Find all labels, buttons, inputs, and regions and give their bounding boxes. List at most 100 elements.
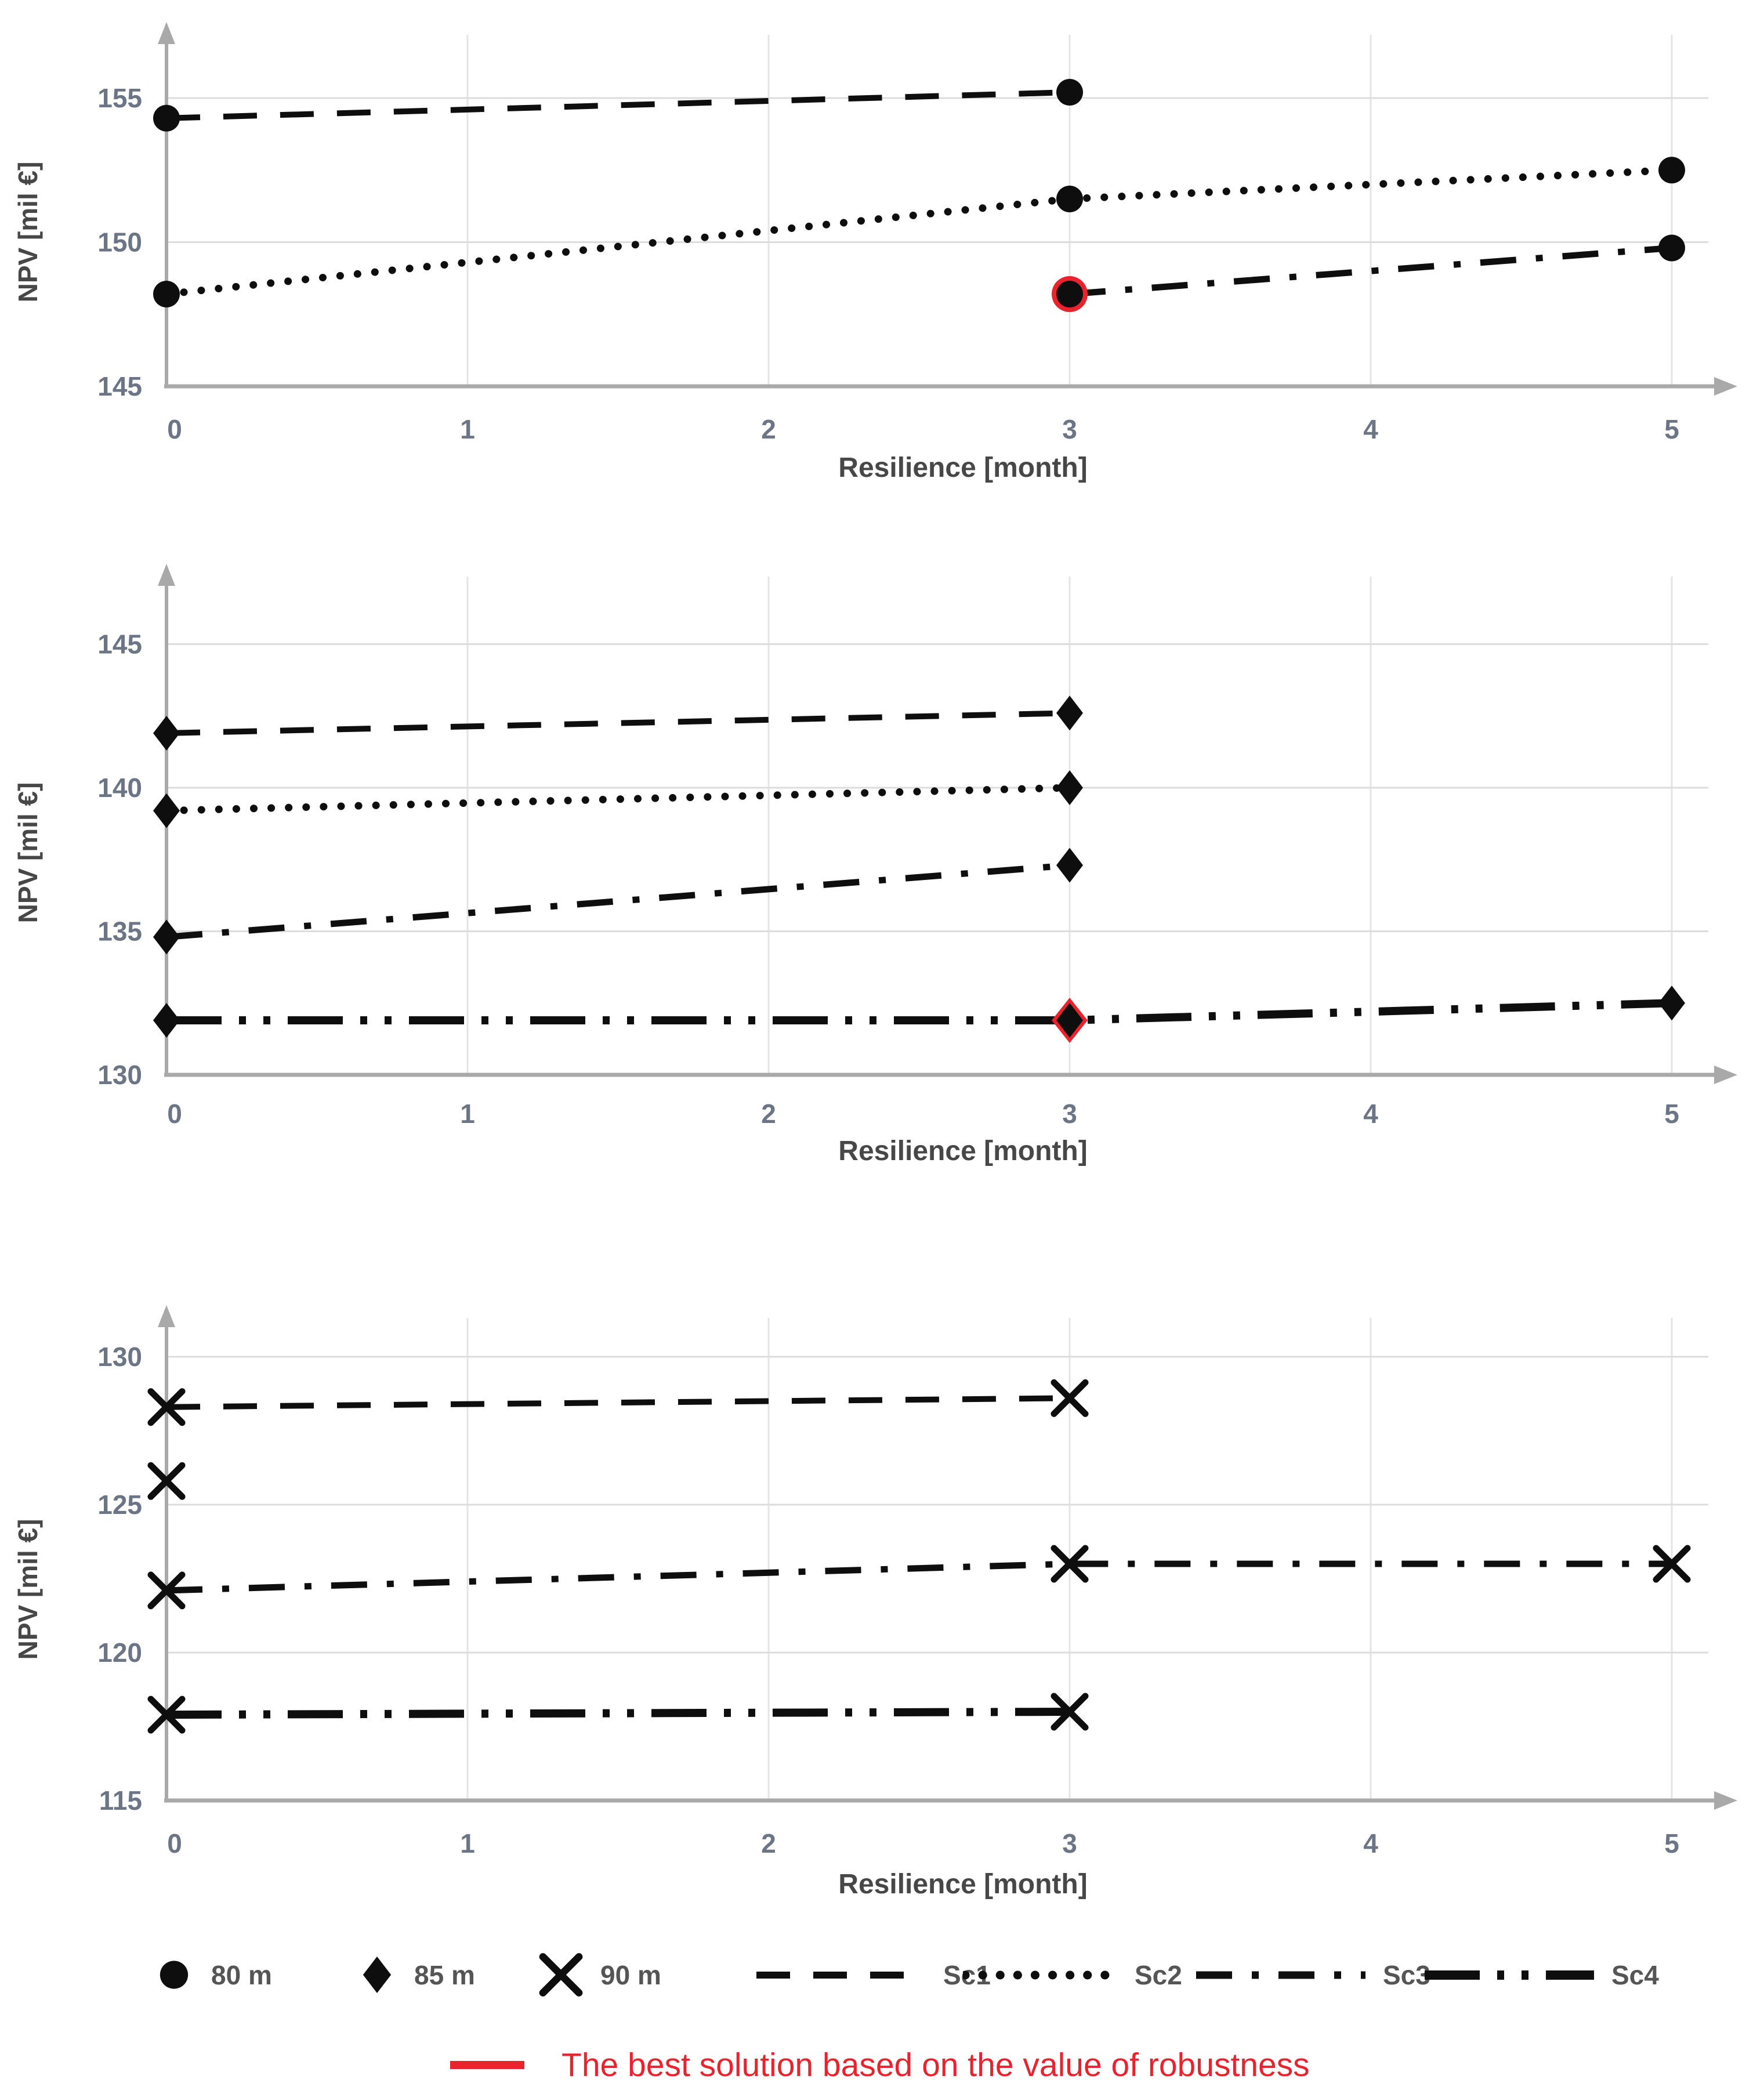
best-solution-text: The best solution based on the value of … <box>562 2046 1310 2084</box>
dash-line-icon <box>756 1972 926 1979</box>
chart-text: 3 <box>1062 414 1077 444</box>
circle-marker <box>1658 157 1685 184</box>
chart-text: 1 <box>460 414 475 444</box>
series-line-Sc1 <box>166 89 1070 121</box>
legend-label-sc2: Sc2 <box>1135 1960 1182 1990</box>
diamond-marker <box>153 919 180 955</box>
chart-text: 130 <box>97 1342 142 1372</box>
x-marker <box>1051 1379 1089 1417</box>
series-line-Sc1 <box>166 1395 1070 1410</box>
chart-text: 4 <box>1363 1099 1378 1129</box>
series-line-Sc3 <box>166 1560 1672 1594</box>
chart-85m: 130 135 140 145 0 1 2 3 4 5 Resilience [month] NPV … <box>13 564 1737 1166</box>
diamond-marker-icon <box>363 1957 392 1993</box>
x-marker <box>1051 1693 1089 1731</box>
x-axis-arrow-icon <box>1714 377 1737 396</box>
y-axis-arrow-icon <box>158 564 175 586</box>
chart-text: 2 <box>761 1828 776 1858</box>
chart-text: 150 <box>97 227 142 258</box>
circle-marker <box>1056 280 1083 307</box>
diamond-marker <box>1658 986 1685 1021</box>
chart-text: 0 <box>167 414 182 444</box>
x-axis-arrow-icon <box>1714 1791 1737 1810</box>
chart-text: 2 <box>761 1099 776 1129</box>
chart-text: 120 <box>97 1637 142 1668</box>
diamond-marker <box>1056 1002 1083 1038</box>
x-marker <box>147 1388 186 1426</box>
diamond-marker <box>1056 847 1083 883</box>
chart-text: 155 <box>97 83 142 113</box>
chart-90m: 115 120 125 130 0 1 2 3 4 5 Resilience [month] NPV … <box>13 1305 1737 1900</box>
chart-text: 135 <box>97 916 142 947</box>
dot-line-icon <box>963 1970 1120 1980</box>
chart-text: 3 <box>1062 1099 1077 1129</box>
chart-text: 4 <box>1363 414 1378 444</box>
chart-text: NPV [mil €] <box>13 1519 43 1660</box>
diamond-marker <box>153 715 180 751</box>
legend-label-sc3: Sc3 <box>1383 1960 1430 1990</box>
chart-text: 1 <box>460 1828 475 1858</box>
circle-marker <box>1056 79 1083 106</box>
series-line-Sc2 <box>162 784 1074 815</box>
chart-text: 140 <box>97 773 142 803</box>
diamond-marker <box>1056 695 1083 731</box>
chart-text: 0 <box>167 1828 182 1858</box>
legend-label-85m: 85 m <box>414 1960 475 1990</box>
x-marker <box>147 1696 186 1734</box>
chart-text: 0 <box>167 1099 182 1129</box>
series-line-Sc2 <box>162 166 1676 298</box>
diamond-marker <box>363 1957 392 1993</box>
legend-item-sc2: Sc2 <box>963 1949 1182 2001</box>
legend-item-90m: 90 m <box>537 1949 661 2001</box>
chart-text: 115 <box>99 1785 142 1816</box>
circle-marker-icon <box>160 1961 189 1989</box>
x-axis-arrow-icon <box>1714 1066 1737 1084</box>
series-line-Sc3 <box>1069 244 1672 298</box>
circle-marker <box>153 280 180 307</box>
diamond-marker <box>153 793 180 828</box>
legend-label-80m: 80 m <box>211 1960 272 1990</box>
chart-text: Resilience [month] <box>838 1136 1087 1166</box>
chart-text: 5 <box>1664 1099 1679 1129</box>
chart-text: NPV [mil €] <box>13 782 43 923</box>
x-marker <box>147 1571 186 1610</box>
circle-marker <box>1658 234 1685 262</box>
chart-text: 1 <box>460 1099 475 1129</box>
x-marker <box>1653 1545 1691 1583</box>
chart-text: 5 <box>1664 414 1679 444</box>
chart-text: NPV [mil €] <box>13 162 43 303</box>
chart-text: 5 <box>1664 1828 1679 1858</box>
legend-item-80m: 80 m <box>152 1949 272 2001</box>
circle-marker <box>160 1961 189 1989</box>
chart-text: 125 <box>97 1490 142 1520</box>
x-marker-icon <box>539 1953 583 1997</box>
chart-text: 145 <box>97 371 142 401</box>
dashdot-line-icon <box>1196 1971 1365 1979</box>
series-line-Sc4 <box>166 1708 1070 1719</box>
best-solution-note: The best solution based on the value of … <box>447 2036 1310 2094</box>
chart-text: 4 <box>1363 1828 1378 1858</box>
red-line-icon <box>450 2061 524 2069</box>
chart-text: 3 <box>1062 1828 1077 1858</box>
legend-item-sc3: Sc3 <box>1194 1949 1430 2001</box>
x-marker <box>147 1462 186 1500</box>
y-axis-arrow-icon <box>158 1305 175 1327</box>
legend-item-sc1: Sc1 <box>754 1949 991 2001</box>
dashdotdot-line-icon <box>1425 1970 1594 1980</box>
diamond-marker <box>1056 770 1083 805</box>
circle-marker <box>153 104 180 132</box>
chart-text: 2 <box>761 414 776 444</box>
series-line-Sc4 <box>166 999 1672 1024</box>
chart-text: 130 <box>97 1060 142 1090</box>
x-marker <box>539 1953 583 1997</box>
diamond-marker <box>153 1002 180 1038</box>
legend-item-85m: 85 m <box>355 1949 475 2001</box>
circle-marker <box>1056 185 1083 212</box>
y-axis-arrow-icon <box>158 22 175 44</box>
legend-label-sc4: Sc4 <box>1611 1960 1659 1990</box>
chart-text: Resilience [month] <box>838 1869 1087 1900</box>
series-line-Sc1 <box>166 710 1070 736</box>
chart-text: 145 <box>97 629 142 660</box>
